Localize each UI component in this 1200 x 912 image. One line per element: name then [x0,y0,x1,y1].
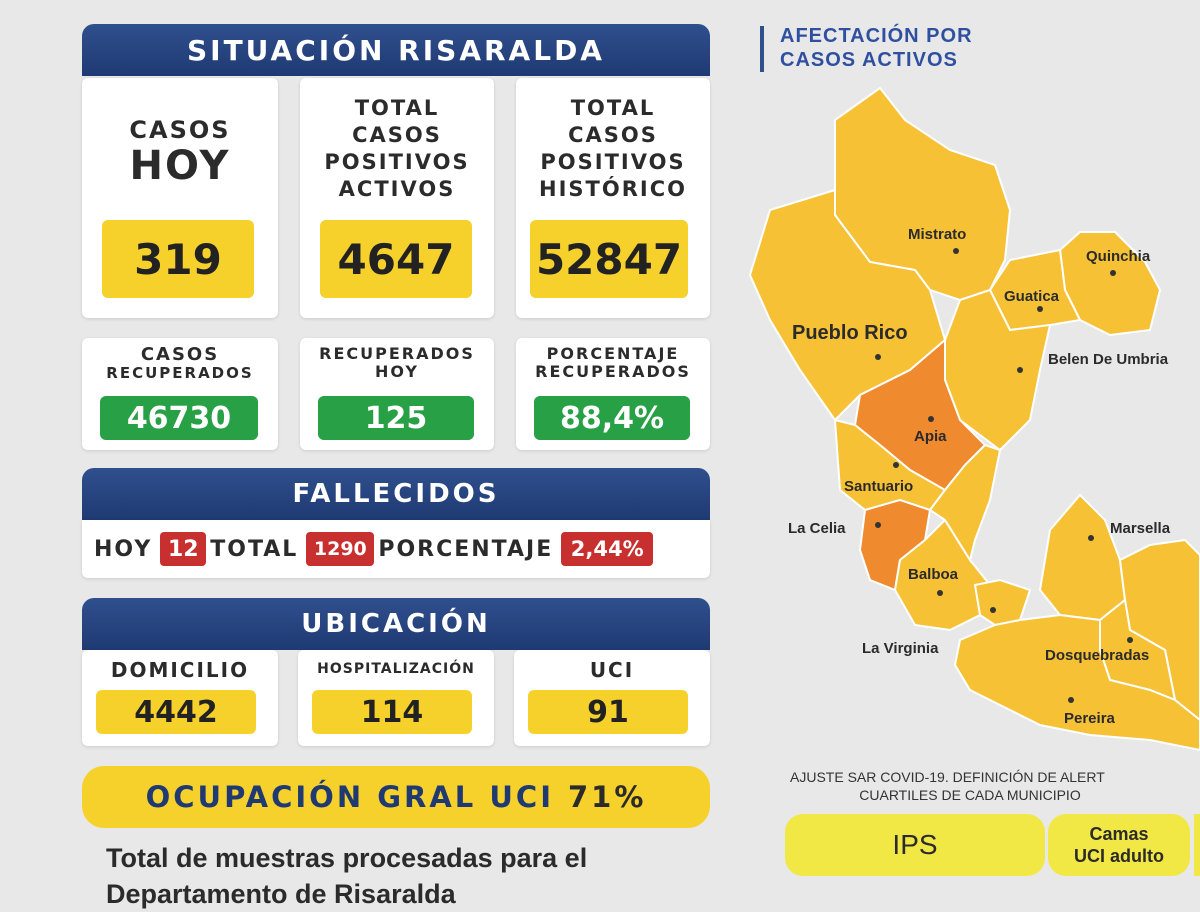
ubicacion-card-hospitalizacion: HOSPITALIZACIÓN 114 [298,650,494,746]
map-dot-santuario [893,462,899,468]
muestras-text: Total de muestras procesadas para el Dep… [106,840,726,912]
map-dot-pereira [1068,697,1074,703]
map-label-quinchia: Quinchia [1086,248,1151,265]
stat-label: HISTÓRICO [539,177,687,201]
ubicacion-label: HOSPITALIZACIÓN [317,661,475,677]
section-title: UBICACIÓN [301,609,491,639]
map-label-pueblo-rico: Pueblo Rico [792,322,908,344]
ips-header-label: IPS [892,829,938,860]
stat-label: POSITIVOS [540,150,686,174]
stat-label: POSITIVOS [324,150,470,174]
map-dot-mistrato [953,248,959,254]
ocupacion-value: 71% [567,780,647,814]
fallecidos-hoy-label: HOY [94,536,153,562]
stat-card-casos-hoy: CASOS HOY 319 [82,78,278,318]
map-dot-dosquebradas [1127,637,1133,643]
map-dot-balboa [937,590,943,596]
stat-value: 52847 [530,220,688,298]
stat-value: 4647 [320,220,472,298]
ubicacion-label: UCI [589,658,635,682]
stat-label: TOTAL [570,96,656,120]
muestras-line1: Total de muestras procesadas para el [106,843,588,873]
ocupacion-bar: OCUPACIÓN GRAL UCI 71% [82,766,710,828]
fallecidos-pct-value: 2,44% [561,532,654,566]
map-label-santuario: Santuario [844,478,914,495]
ocupacion-label: OCUPACIÓN GRAL UCI [145,780,554,814]
stat-label: HOY [374,362,419,381]
ubicacion-label: DOMICILIO [110,658,250,682]
map-label-belen: Belen De Umbria [1048,351,1169,368]
stat-card-activos: TOTAL CASOS POSITIVOS ACTIVOS 4647 [300,78,494,318]
map-label-apia: Apia [914,428,947,445]
ips-header-cell: IPS [785,814,1045,876]
map-label-la-virginia: La Virginia [862,640,939,657]
stat-label: CASOS [352,123,442,147]
map-dot-quinchia [1110,270,1116,276]
stat-label: HOY [129,143,231,189]
map-label-mistrato: Mistrato [908,226,967,243]
map-dot-la-celia [875,522,881,528]
fallecidos-banner: FALLECIDOS [82,468,710,520]
camas-header-cell: Camas UCI adulto [1048,814,1190,876]
stat-label: PORCENTAJE [546,344,680,363]
ubicacion-value: 4442 [96,690,256,734]
map-label-pereira: Pereira [1064,710,1115,727]
map-region-pereira [953,613,1200,752]
alert-note-line1: AJUSTE SAR COVID-19. DEFINICIÓN DE ALERT [790,769,1105,785]
map-dot-apia [928,416,934,422]
map-label-la-celia: La Celia [788,520,846,537]
map-title-line1: AFECTACIÓN POR [780,25,973,47]
fallecidos-total-value: 1290 [306,532,375,566]
map-title-line2: CASOS ACTIVOS [780,49,958,71]
stat-value: 319 [102,220,254,298]
stat-label: RECUPERADOS [535,362,691,381]
map-dot-pueblo-rico [875,354,881,360]
ubicacion-card-uci: UCI 91 [514,650,710,746]
stat-value: 46730 [100,396,258,440]
camas-header-line1: Camas [1089,824,1149,844]
map-dot-belen [1017,367,1023,373]
alert-note: AJUSTE SAR COVID-19. DEFINICIÓN DE ALERT… [790,768,1200,804]
map-title: AFECTACIÓN POR CASOS ACTIVOS [780,24,973,72]
map-title-bar [760,26,764,72]
stat-card-historico: TOTAL CASOS POSITIVOS HISTÓRICO 52847 [516,78,710,318]
fallecidos-pct-label: PORCENTAJE [378,536,554,562]
ubicacion-banner: UBICACIÓN [82,598,710,650]
fallecidos-row: HOY 12 TOTAL 1290 PORCENTAJE 2,44% [82,520,710,578]
stat-label: TOTAL [354,96,440,120]
map-dot-la-virginia [990,607,996,613]
fallecidos-total-label: TOTAL [210,536,299,562]
extra-header-cell-edge [1194,814,1200,876]
stat-label: CASOS [129,116,231,144]
stat-label: RECUPERADOS [319,344,475,363]
ubicacion-value: 91 [528,690,688,734]
camas-header-line2: UCI adulto [1074,846,1164,866]
stat-value: 88,4% [534,396,690,440]
stat-label: ACTIVOS [338,177,456,201]
fallecidos-hoy-value: 12 [160,532,207,566]
stat-value: 125 [318,396,474,440]
section-title: FALLECIDOS [292,479,500,509]
page-title: SITUACIÓN RISARALDA [187,33,605,67]
ubicacion-card-domicilio: DOMICILIO 4442 [82,650,278,746]
map-dot-marsella [1088,535,1094,541]
stat-label: CASOS [140,344,220,365]
header-banner: SITUACIÓN RISARALDA [82,24,710,76]
map-region-marsella [1038,493,1127,622]
stat-label: CASOS [568,123,658,147]
map-label-dosquebradas: Dosquebradas [1045,647,1150,664]
stat-label: RECUPERADOS [106,364,254,382]
map-label-guatica: Guatica [1004,288,1060,305]
map-label-balboa: Balboa [908,566,959,583]
stat-card-recuperados-hoy: RECUPERADOS HOY 125 [300,338,494,450]
stat-card-recuperados: CASOS RECUPERADOS 46730 [82,338,278,450]
map-region-connector [928,443,1002,563]
stat-card-porcentaje-recuperados: PORCENTAJE RECUPERADOS 88,4% [516,338,710,450]
map-label-marsella: Marsella [1110,520,1171,537]
ubicacion-value: 114 [312,690,472,734]
map-dot-guatica [1037,306,1043,312]
alert-note-line2: CUARTILES DE CADA MUNICIPIO [859,787,1081,803]
map-region-la-virginia [973,578,1032,627]
